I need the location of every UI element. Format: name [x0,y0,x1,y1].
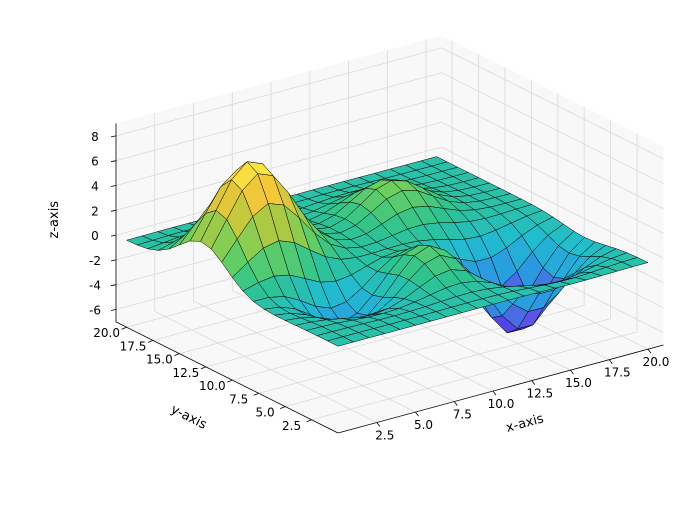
x-axis-label: x-axis [504,411,545,435]
grid-line-z-back [115,72,442,162]
x-tick [492,390,497,396]
y-tick [279,406,286,409]
x-tick [570,369,574,375]
z-tick [110,209,117,212]
y-tick [174,353,180,356]
grid-line-z-back [115,97,442,186]
y-tick [227,379,233,383]
z-tick-label: -6 [89,304,101,318]
grid-line-z-side [441,121,664,234]
grid-line-z-side [441,97,664,209]
surface-mesh [126,156,649,347]
y-tick [306,419,312,423]
z-tick-label: -2 [89,254,101,268]
x-tick-label: 15.0 [565,376,592,390]
y-tick-label: 2.5 [282,419,301,433]
x-tick-label: 20.0 [643,355,670,369]
grid-line-z-back [115,121,442,211]
y-tick-label: 12.5 [173,366,200,380]
y-tick-label: 5.0 [256,406,275,420]
z-tick-label: 4 [91,180,99,194]
y-tick [253,392,259,396]
z-tick-label: 8 [91,130,99,144]
x-tick-label: 7.5 [453,408,472,422]
x-tick-label: 5.0 [414,418,433,432]
surface-face [327,336,354,347]
x-tick [415,411,419,417]
y-tick [147,340,154,343]
z-axis-label: z-axis [47,201,62,239]
z-tick-label: -4 [89,279,101,293]
y-tick [121,326,127,330]
y-tick-label: 10.0 [199,379,226,393]
y-axis-label: y-axis [168,402,209,433]
z-tick [110,309,117,311]
z-tick [110,160,117,163]
x-tick-label: 10.0 [488,397,515,411]
z-tick [110,284,117,287]
x-tick [608,359,613,364]
z-tick-label: 2 [91,204,99,218]
z-tick-label: 0 [91,229,99,243]
x-tick [531,380,536,385]
x-tick-label: 2.5 [375,429,394,443]
grid-line-z-side [441,47,664,160]
grid-line-y-floor [311,331,638,421]
z-tick [110,135,117,138]
y-tick [200,366,207,370]
z-tick [110,234,117,237]
x-tick [453,401,458,406]
z-tick [110,185,117,187]
y-tick-label: 15.0 [146,353,173,367]
y-tick-label: 7.5 [229,392,248,406]
tick-labels: 2.55.07.510.012.515.017.520.02.55.07.510… [89,130,669,443]
grid-line-z-side [441,146,664,259]
x-tick-label: 17.5 [604,366,631,380]
y-tick-label: 20.0 [93,326,120,340]
x-tick [647,348,652,354]
z-tick-label: 6 [91,155,99,169]
grid-line-z-side [441,72,664,185]
grid-line-z-back [115,47,442,137]
x-axis-line [337,344,664,434]
x-tick-label: 12.5 [526,387,553,401]
z-tick [110,259,117,262]
y-tick-label: 17.5 [120,339,147,353]
x-tick [376,422,381,427]
grid-line-y-floor [284,318,611,407]
